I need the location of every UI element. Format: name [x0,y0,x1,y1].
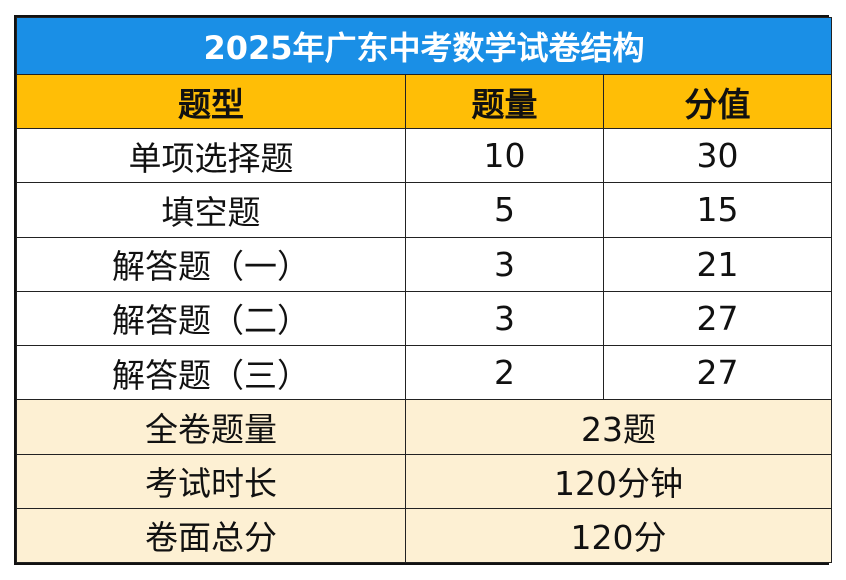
summary-label: 卷面总分 [16,507,406,564]
summary-label: 全卷题量 [16,399,406,455]
question-type-cell: 解答题（二） [16,290,406,347]
summary-row-total-questions: 全卷题量 23题 [16,399,832,455]
summary-row-exam-duration: 考试时长 120分钟 [16,453,832,509]
question-score-cell: 15 [603,182,832,238]
summary-row-total-score: 卷面总分 120分 [16,507,832,564]
table-row: 解答题（三） 2 27 [16,344,832,401]
column-header-type: 题型 [16,74,406,129]
question-score-cell: 30 [603,127,832,184]
question-type-cell: 解答题（一） [16,236,406,292]
column-header-score: 分值 [603,74,832,129]
table-row: 解答题（二） 3 27 [16,290,832,347]
question-type-cell: 填空题 [16,182,406,238]
question-count-cell: 10 [405,127,604,184]
question-count-cell: 5 [405,182,604,238]
table-row: 解答题（一） 3 21 [16,236,832,292]
question-count-cell: 2 [405,344,604,401]
title-row: 2025年广东中考数学试卷结构 [16,17,832,75]
table-title: 2025年广东中考数学试卷结构 [16,17,832,75]
column-header-count: 题量 [405,74,604,129]
summary-value: 120分 [405,507,832,564]
summary-value: 23题 [405,399,832,455]
question-score-cell: 27 [603,344,832,401]
table-row: 填空题 5 15 [16,182,832,238]
question-type-cell: 单项选择题 [16,127,406,184]
summary-value: 120分钟 [405,453,832,509]
question-count-cell: 3 [405,290,604,347]
question-count-cell: 3 [405,236,604,292]
summary-label: 考试时长 [16,453,406,509]
exam-structure-table-container: 2025年广东中考数学试卷结构 题型 题量 分值 单项选择题 10 30 填空题… [14,15,832,565]
exam-structure-table: 2025年广东中考数学试卷结构 题型 题量 分值 单项选择题 10 30 填空题… [16,17,832,564]
question-type-cell: 解答题（三） [16,344,406,401]
question-score-cell: 27 [603,290,832,347]
table-row: 单项选择题 10 30 [16,127,832,184]
header-row: 题型 题量 分值 [16,74,832,129]
question-score-cell: 21 [603,236,832,292]
